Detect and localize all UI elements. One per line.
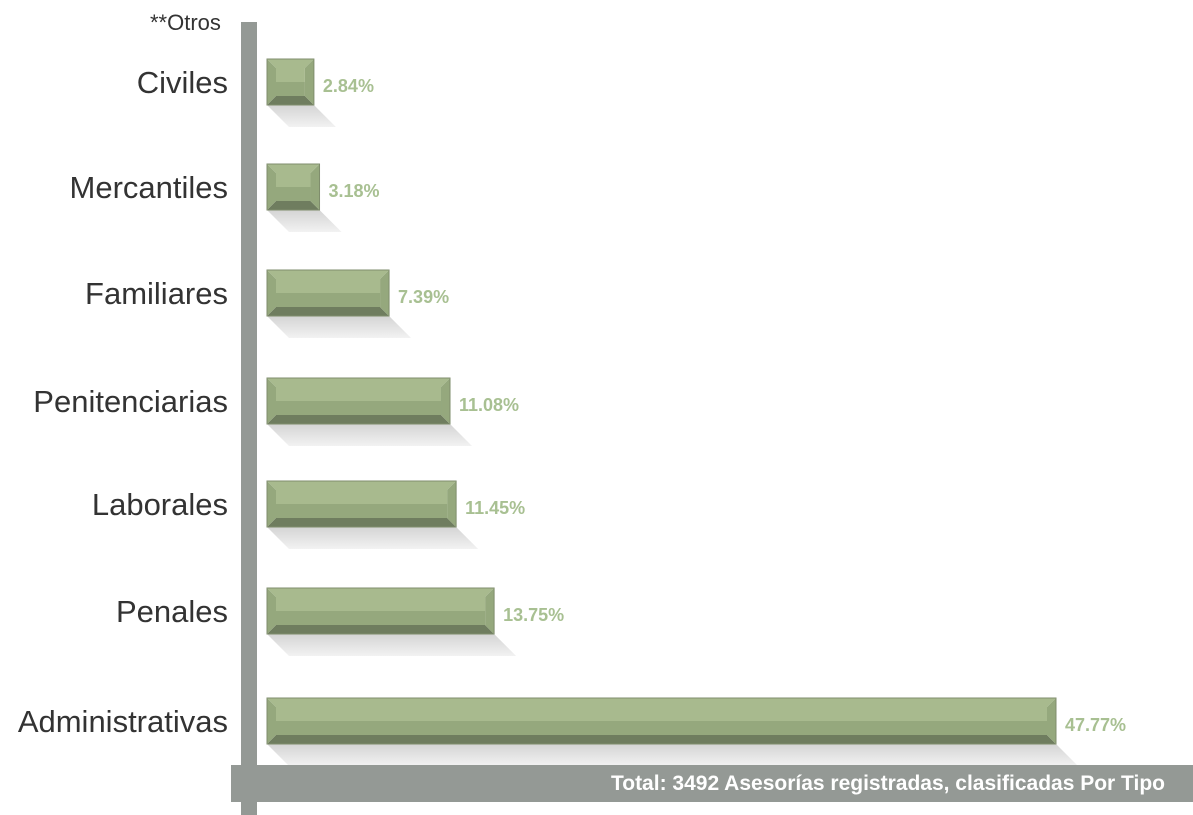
bar-shadow [267, 634, 517, 656]
value-label: 47.77% [1065, 715, 1126, 735]
category-label: Penitenciarias [33, 384, 228, 419]
bar-group [266, 697, 1078, 766]
value-label: 3.18% [329, 181, 380, 201]
bar-bevel-left [267, 270, 276, 316]
category-label: Mercantiles [70, 170, 229, 205]
bar-face-lower [276, 82, 305, 96]
total-banner: Total: 3492 Asesorías registradas, clasi… [231, 765, 1193, 802]
bar-face-upper [276, 597, 486, 611]
axis-bar [241, 22, 257, 815]
bar-bevel-bottom [267, 518, 457, 527]
bar-group [266, 480, 479, 549]
bar-group [266, 58, 336, 127]
bar-face-lower [276, 721, 1047, 735]
value-label: 11.45% [465, 498, 525, 518]
category-label: Penales [116, 594, 228, 629]
bar-bevel-right [441, 378, 451, 424]
bar-bevel-top [267, 378, 451, 387]
bar-bevel-right [304, 59, 314, 105]
bar-bevel-right [310, 164, 320, 210]
bar-bevel-left [267, 59, 276, 105]
bar-bevel-left [267, 164, 276, 210]
bar-shadow [267, 210, 342, 232]
bar-bevel-right [447, 481, 457, 527]
bar [266, 587, 495, 635]
bar-face-lower [276, 611, 486, 625]
bar-shadow [267, 744, 1078, 766]
bar-bevel-top [267, 481, 457, 490]
bar-face-lower [276, 293, 381, 307]
value-label: 2.84% [323, 76, 374, 96]
category-label: Administrativas [18, 704, 228, 739]
bar-bevel-bottom [267, 625, 495, 634]
bar-face-upper [276, 279, 381, 293]
bar-face-lower [276, 187, 311, 201]
bar-shadow [267, 316, 412, 338]
total-text: Total: 3492 Asesorías registradas, clasi… [610, 772, 1165, 795]
bar-bevel-left [267, 481, 276, 527]
value-label: 13.75% [503, 605, 564, 625]
bar-bevel-top [267, 698, 1056, 707]
bar-face-lower [276, 401, 442, 415]
bar-bevel-top [267, 270, 390, 279]
bar-bevel-left [267, 588, 276, 634]
bar [266, 480, 457, 528]
bar-bevel-left [267, 378, 276, 424]
bar-group [266, 163, 342, 232]
bar-shadow [267, 105, 336, 127]
bar-face-upper [276, 707, 1047, 721]
bar-face-upper [276, 387, 442, 401]
bar-bevel-top [267, 588, 495, 597]
bar-bevel-bottom [267, 735, 1056, 744]
bar-group [266, 377, 473, 446]
bar-bevel-bottom [267, 307, 390, 316]
bar-bevel-top [267, 164, 320, 173]
bar-bevel-left [267, 698, 276, 744]
bar-bevel-bottom [267, 415, 451, 424]
bar-bevel-right [1047, 698, 1056, 744]
value-label: 7.39% [398, 287, 449, 307]
value-label: 11.08% [459, 395, 519, 415]
bar [266, 58, 315, 106]
bar-face-upper [276, 68, 305, 82]
bar-face-upper [276, 490, 448, 504]
bar-bevel-right [485, 588, 495, 634]
bar-face-lower [276, 504, 448, 518]
category-label: Civiles [137, 65, 228, 100]
bar-bevel-bottom [267, 201, 320, 210]
bar [266, 377, 451, 425]
bar [266, 697, 1057, 745]
bar-bevel-bottom [267, 96, 314, 105]
category-label: Familiares [85, 276, 228, 311]
bar-group [266, 587, 517, 656]
category-label: Laborales [92, 487, 228, 522]
bar-bevel-right [380, 270, 390, 316]
bar-group [266, 269, 412, 338]
bar [266, 163, 321, 211]
bar [266, 269, 390, 317]
bar-shadow [267, 527, 479, 549]
bar-face-upper [276, 173, 311, 187]
footnote: **Otros [150, 10, 221, 35]
bar-bevel-top [267, 59, 314, 68]
bar-shadow [267, 424, 473, 446]
